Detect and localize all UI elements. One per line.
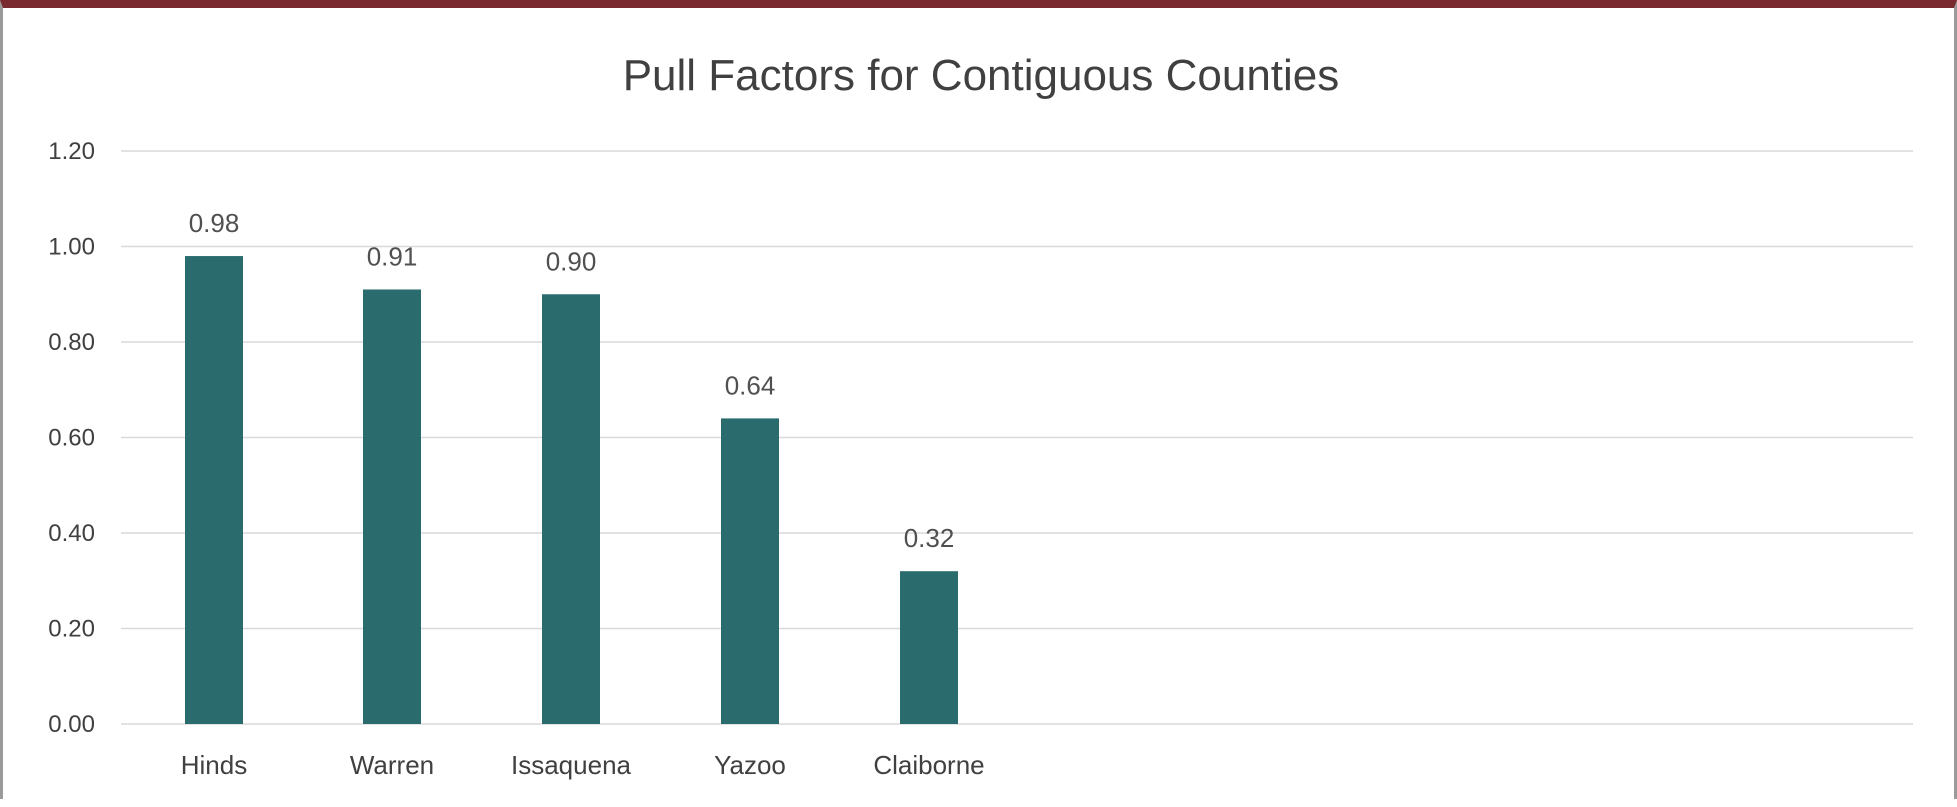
y-tick-label: 0.20 xyxy=(48,616,95,643)
y-tick-label: 0.00 xyxy=(48,711,95,738)
data-label: 0.91 xyxy=(367,241,418,271)
data-label: 0.32 xyxy=(904,523,955,553)
y-axis-tick-labels: 0.00 0.20 0.40 0.60 0.80 1.00 1.20 xyxy=(48,138,95,738)
data-label: 0.90 xyxy=(546,246,597,276)
bar-chart: Pull Factors for Contiguous Counties 0.0… xyxy=(48,51,1913,780)
category-label: Claiborne xyxy=(873,750,984,780)
chart-title: Pull Factors for Contiguous Counties xyxy=(623,51,1340,100)
data-label: 0.98 xyxy=(189,208,240,238)
data-labels: 0.98 0.91 0.90 0.64 0.32 xyxy=(189,208,955,553)
category-label: Warren xyxy=(350,750,434,780)
bar-issaquena xyxy=(542,294,600,724)
x-axis-category-labels: Hinds Warren Issaquena Yazoo Claiborne xyxy=(181,750,985,780)
y-tick-label: 0.80 xyxy=(48,329,95,356)
bars xyxy=(185,256,958,724)
bar-yazoo xyxy=(721,418,779,724)
y-tick-label: 0.60 xyxy=(48,425,95,452)
y-tick-label: 1.00 xyxy=(48,234,95,261)
y-tick-label: 0.40 xyxy=(48,520,95,547)
category-label: Yazoo xyxy=(714,750,786,780)
category-label: Issaquena xyxy=(511,750,632,780)
y-tick-label: 1.20 xyxy=(48,138,95,165)
bar-claiborne xyxy=(900,571,958,724)
category-label: Hinds xyxy=(181,750,247,780)
bar-warren xyxy=(363,289,421,724)
data-label: 0.64 xyxy=(725,370,776,400)
bar-hinds xyxy=(185,256,243,724)
